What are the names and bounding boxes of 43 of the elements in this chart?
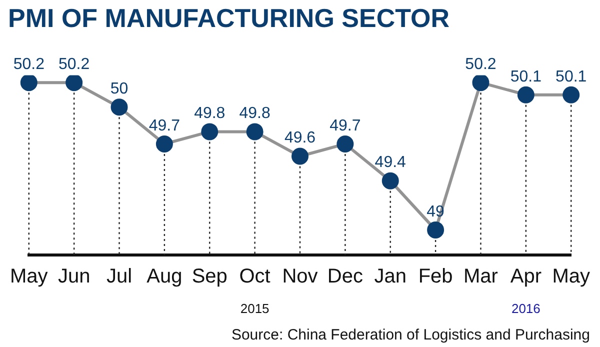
data-label: 50: [110, 80, 128, 98]
point: [201, 123, 218, 140]
point: [472, 75, 490, 92]
point: [110, 98, 128, 116]
x-tick-label: Sep: [192, 266, 228, 288]
text: 2015: [240, 301, 270, 316]
data-label: 50.2: [58, 56, 90, 73]
point: [156, 135, 173, 152]
point: [336, 135, 354, 152]
x-tick-label: Jul: [106, 266, 132, 288]
data-label: 49: [426, 203, 445, 220]
x-tick-label: Oct: [239, 266, 271, 288]
point: [20, 75, 38, 92]
x-tick-label: May: [552, 266, 590, 288]
data-label: 49.8: [194, 105, 226, 122]
x-tick-label: May: [10, 266, 48, 288]
data-label: 49.7: [148, 117, 180, 134]
x-tick-label: Apr: [510, 266, 542, 288]
point: [66, 75, 83, 92]
data-label: 49.6: [284, 130, 316, 147]
data-label: 49.4: [374, 154, 406, 172]
source-note: Source: China Federation of Logistics and Purchasing: [231, 326, 590, 344]
data-label: 50.2: [465, 56, 496, 73]
data-label: 50.2: [13, 56, 45, 73]
x-tick-label: Nov: [282, 266, 318, 288]
data-label: 50.1: [510, 68, 542, 86]
point: [292, 148, 308, 165]
chart-title: PMI OF MANUFACTURING SECTOR: [8, 2, 450, 33]
text: 2016: [511, 301, 540, 316]
x-tick-label: Jun: [58, 266, 90, 288]
x-tick-label: Feb: [418, 266, 453, 288]
data-label: 49.7: [330, 117, 361, 134]
point: [517, 86, 534, 104]
point: [427, 221, 444, 238]
data-label: 50.1: [556, 68, 587, 86]
x-tick-label: Mar: [464, 266, 498, 288]
point: [382, 172, 399, 190]
point: [246, 123, 264, 140]
x-tick-label: Dec: [327, 266, 363, 288]
x-tick-label: Jan: [374, 266, 406, 288]
x-tick-label: Aug: [146, 266, 182, 288]
data-label: 49.8: [239, 105, 270, 122]
point: [562, 86, 580, 104]
